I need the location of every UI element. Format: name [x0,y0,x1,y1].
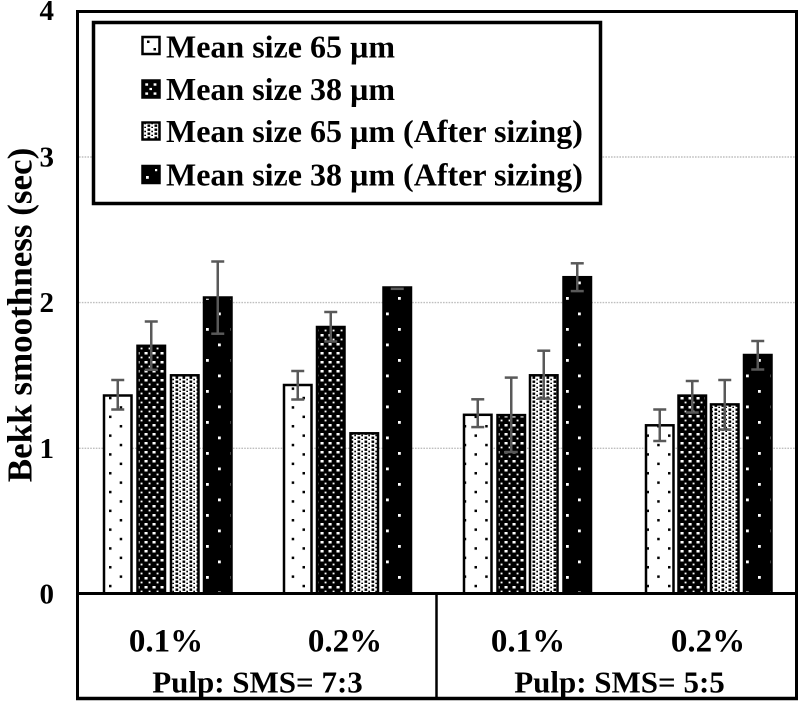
svg-text:Pulp: SMS= 5:5: Pulp: SMS= 5:5 [514,665,725,700]
svg-text:0: 0 [40,579,55,611]
svg-text:Mean size 38 µm (After sizing): Mean size 38 µm (After sizing) [166,157,583,193]
svg-text:2: 2 [40,287,55,319]
svg-text:0.1%: 0.1% [129,624,203,660]
svg-text:0.1%: 0.1% [491,624,565,660]
svg-text:0.2%: 0.2% [308,624,382,660]
svg-text:Mean size 38 µm: Mean size 38 µm [166,71,395,107]
svg-text:Bekk smoothness (sec): Bekk smoothness (sec) [1,148,40,482]
svg-text:Mean size 65 µm (After sizing): Mean size 65 µm (After sizing) [166,113,583,149]
svg-text:4: 4 [40,0,55,27]
svg-text:1: 1 [40,433,55,465]
svg-text:0.2%: 0.2% [671,624,745,660]
svg-text:Mean size 65 µm: Mean size 65 µm [166,29,395,65]
svg-text:3: 3 [40,142,55,174]
svg-text:Pulp: SMS= 7:3: Pulp: SMS= 7:3 [152,665,363,700]
